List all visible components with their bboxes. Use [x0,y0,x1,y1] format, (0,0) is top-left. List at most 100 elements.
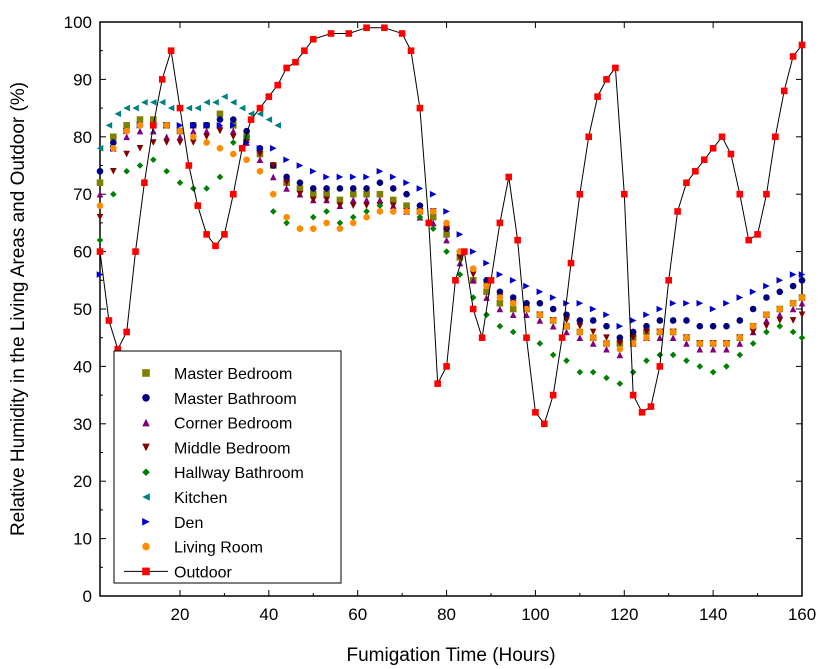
legend-item-hallway-bathroom: Hallway Bathroom [142,465,304,482]
data-point-hallway-bathroom [150,156,157,164]
data-point-outdoor [292,58,299,66]
data-point-outdoor [674,208,681,215]
data-point-outdoor [212,242,219,250]
data-point-kitchen [158,99,166,106]
data-point-outdoor [256,104,264,112]
data-point-outdoor [167,47,175,54]
data-point-hallway-bathroom [576,368,584,376]
data-point-hallway-bathroom [656,351,664,359]
legend-label: Kitchen [174,490,227,507]
data-point-hallway-bathroom [736,351,744,359]
data-point-hallway-bathroom [269,208,277,215]
data-point-den [456,231,464,238]
data-point-hallway-bathroom [376,202,384,209]
data-point-outdoor [132,248,139,255]
data-point-outdoor [709,144,717,152]
data-point-living-room [629,340,637,347]
data-point-den [96,271,104,278]
data-point-hallway-bathroom [96,236,104,244]
data-point-outdoor [425,219,433,227]
legend-item-kitchen: Kitchen [142,490,227,507]
data-point-outdoor [789,53,797,60]
data-point-hallway-bathroom [416,213,424,221]
legend-marker-kitchen [142,493,150,501]
data-point-middle-bedroom [349,202,357,209]
data-point-outdoor [416,104,424,112]
data-point-living-room [256,167,264,175]
data-point-den [336,173,344,181]
data-point-outdoor [523,334,530,341]
data-point-living-room [798,294,806,301]
data-point-living-room [416,208,424,215]
data-point-kitchen [96,144,104,152]
data-point-living-room [269,190,277,198]
data-point-corner-bedroom [123,133,130,141]
data-point-master-bathroom [229,116,237,123]
data-point-den [669,299,677,307]
data-point-hallway-bathroom [456,271,464,278]
data-point-hallway-bathroom [483,311,490,319]
legend-label: Den [174,515,203,532]
data-point-living-room [523,305,530,313]
data-point-living-room [603,340,610,347]
data-point-living-room [163,122,170,129]
data-point-outdoor [585,133,593,141]
x-tick-label: 60 [348,605,367,624]
data-point-outdoor [309,35,317,43]
data-point-kitchen [132,104,139,112]
data-point-outdoor [745,236,752,244]
data-point-living-room [323,219,330,227]
data-point-hallway-bathroom [336,219,344,227]
data-point-den [416,185,424,192]
data-point-outdoor [558,334,566,341]
data-point-middle-bedroom [110,167,117,175]
data-point-master-bedroom [429,213,437,221]
x-tick-label: 160 [788,605,816,624]
data-point-outdoor [469,305,477,313]
data-point-living-room [349,219,357,227]
data-point-master-bedroom [509,305,517,313]
legend-label: Master Bedroom [174,366,292,383]
data-point-master-bathroom [749,305,757,313]
data-point-den [656,305,664,313]
legend-label: Hallway Bathroom [174,465,304,482]
data-point-master-bedroom [323,190,330,198]
data-point-middle-bedroom [603,334,610,341]
data-point-kitchen [256,110,264,118]
series-outdoor [96,24,806,428]
series-master-bathroom [96,116,806,342]
data-point-master-bathroom [216,116,224,123]
data-point-den [523,282,530,290]
data-point-living-room [709,340,717,347]
data-point-living-room [589,334,597,342]
data-point-hallway-bathroom [723,363,730,370]
data-point-hallway-bathroom [696,363,704,370]
data-point-outdoor [150,122,157,129]
data-point-middle-bedroom [176,139,184,146]
data-point-den [709,305,717,313]
data-point-master-bathroom [389,185,397,192]
data-point-master-bedroom [216,110,224,118]
data-point-living-room [296,225,304,232]
data-point-outdoor [620,190,628,198]
data-point-master-bathroom [576,317,584,324]
y-tick-label: 10 [73,530,92,549]
data-point-master-bathroom [669,317,677,324]
data-point-den [798,271,806,278]
y-tick-label: 70 [73,185,92,204]
data-point-living-room [643,334,650,342]
data-point-living-room [176,127,184,135]
data-point-middle-bedroom [563,317,570,324]
data-point-hallway-bathroom [496,322,504,330]
data-point-master-bedroom [443,231,450,238]
data-point-kitchen [203,99,210,106]
data-point-master-bathroom [776,288,784,296]
legend-marker-living-room [142,542,150,551]
data-point-corner-bedroom [163,133,170,141]
data-point-living-room [216,144,224,152]
data-point-living-room [616,345,624,353]
data-point-kitchen [114,110,122,118]
data-point-outdoor [612,64,619,72]
data-point-living-room [789,299,797,307]
data-point-den [190,122,197,129]
